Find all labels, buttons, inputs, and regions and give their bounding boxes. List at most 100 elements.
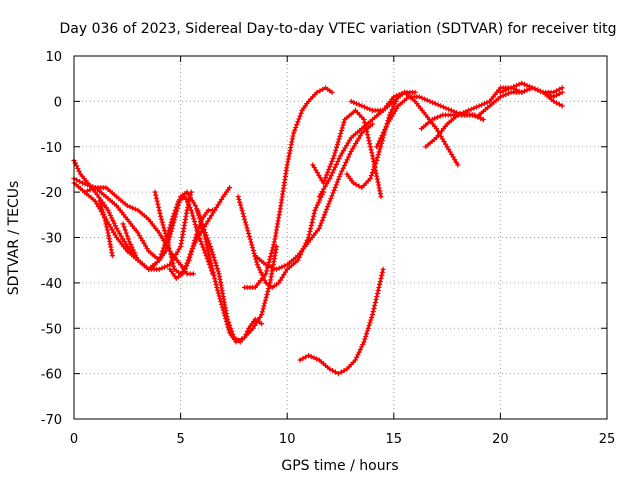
y-tick-label: -30 — [41, 232, 62, 247]
data-point — [74, 177, 80, 183]
data-point — [364, 105, 370, 111]
data-point — [287, 147, 293, 154]
data-point — [326, 166, 332, 172]
data-point — [321, 212, 328, 218]
data-point — [446, 106, 452, 112]
data-point — [419, 95, 425, 101]
data-point — [190, 271, 196, 277]
data-point — [559, 85, 565, 91]
data-point — [224, 321, 230, 327]
data-point — [268, 264, 274, 270]
data-point — [170, 263, 177, 269]
data-point — [497, 89, 503, 95]
data-point — [434, 114, 441, 120]
data-point — [310, 213, 317, 219]
x-tick-label: 25 — [599, 432, 616, 447]
data-point — [378, 275, 384, 281]
data-point — [367, 144, 373, 150]
data-point — [205, 218, 211, 224]
data-point — [172, 207, 178, 213]
data-point — [265, 263, 272, 269]
data-point — [107, 241, 113, 247]
data-point — [249, 242, 255, 248]
data-point — [269, 248, 275, 254]
data-point — [178, 241, 184, 247]
data-point — [367, 320, 373, 326]
data-point — [165, 239, 171, 245]
data-point — [257, 314, 263, 320]
data-point — [297, 113, 303, 119]
data-point — [376, 138, 382, 144]
data-point — [159, 248, 166, 254]
data-point — [457, 111, 463, 117]
data-point — [281, 272, 287, 278]
data-point — [336, 136, 342, 142]
data-point — [104, 227, 110, 233]
data-point — [220, 293, 226, 300]
data-point — [291, 130, 297, 136]
data-point — [307, 228, 313, 234]
data-point — [556, 101, 562, 107]
data-point — [75, 165, 81, 172]
data-point — [180, 271, 186, 277]
data-point — [183, 213, 189, 219]
data-point — [132, 206, 138, 212]
data-point — [298, 110, 304, 116]
data-point — [524, 87, 530, 93]
data-point — [389, 113, 395, 119]
data-point — [335, 139, 341, 145]
data-point — [370, 309, 376, 315]
data-point — [220, 307, 226, 313]
data-point — [184, 199, 190, 205]
data-point — [188, 251, 194, 258]
data-point — [215, 268, 221, 274]
data-point — [124, 233, 130, 239]
data-point — [374, 173, 380, 179]
data-point — [318, 191, 324, 197]
data-point — [368, 317, 374, 323]
data-point — [332, 369, 339, 375]
chart-title: Day 036 of 2023, Sidereal Day-to-day VTE… — [60, 21, 617, 37]
data-point — [275, 218, 281, 224]
data-point — [156, 257, 162, 263]
data-point — [167, 225, 173, 231]
data-point — [202, 236, 209, 242]
y-tick-label: -10 — [41, 141, 62, 156]
data-point — [205, 248, 211, 254]
data-point — [556, 86, 562, 92]
series-track-19 — [418, 112, 486, 132]
data-point — [473, 104, 479, 110]
data-point — [153, 192, 159, 198]
data-point — [324, 172, 330, 178]
data-point — [363, 126, 369, 132]
data-point — [369, 121, 376, 127]
data-point — [321, 177, 328, 183]
data-point — [308, 222, 314, 228]
data-point — [192, 221, 198, 228]
data-point — [345, 154, 352, 160]
data-point — [505, 86, 511, 92]
data-point — [250, 245, 256, 251]
data-point — [104, 224, 110, 230]
data-point — [332, 164, 338, 170]
data-point — [374, 293, 380, 300]
data-point — [183, 196, 189, 202]
data-point — [537, 88, 543, 94]
data-point — [214, 284, 220, 290]
data-point — [516, 88, 522, 94]
data-point — [192, 203, 199, 209]
data-point — [513, 82, 519, 89]
data-point — [190, 243, 196, 249]
data-point — [371, 306, 377, 312]
data-point — [169, 216, 175, 222]
data-point — [309, 219, 315, 225]
data-point — [375, 152, 381, 158]
data-point — [353, 182, 359, 188]
data-point — [367, 106, 373, 112]
data-point — [532, 86, 538, 92]
data-point — [246, 230, 252, 237]
data-point — [213, 281, 219, 287]
data-point — [295, 257, 301, 263]
data-point — [170, 213, 176, 219]
data-point — [292, 127, 298, 133]
